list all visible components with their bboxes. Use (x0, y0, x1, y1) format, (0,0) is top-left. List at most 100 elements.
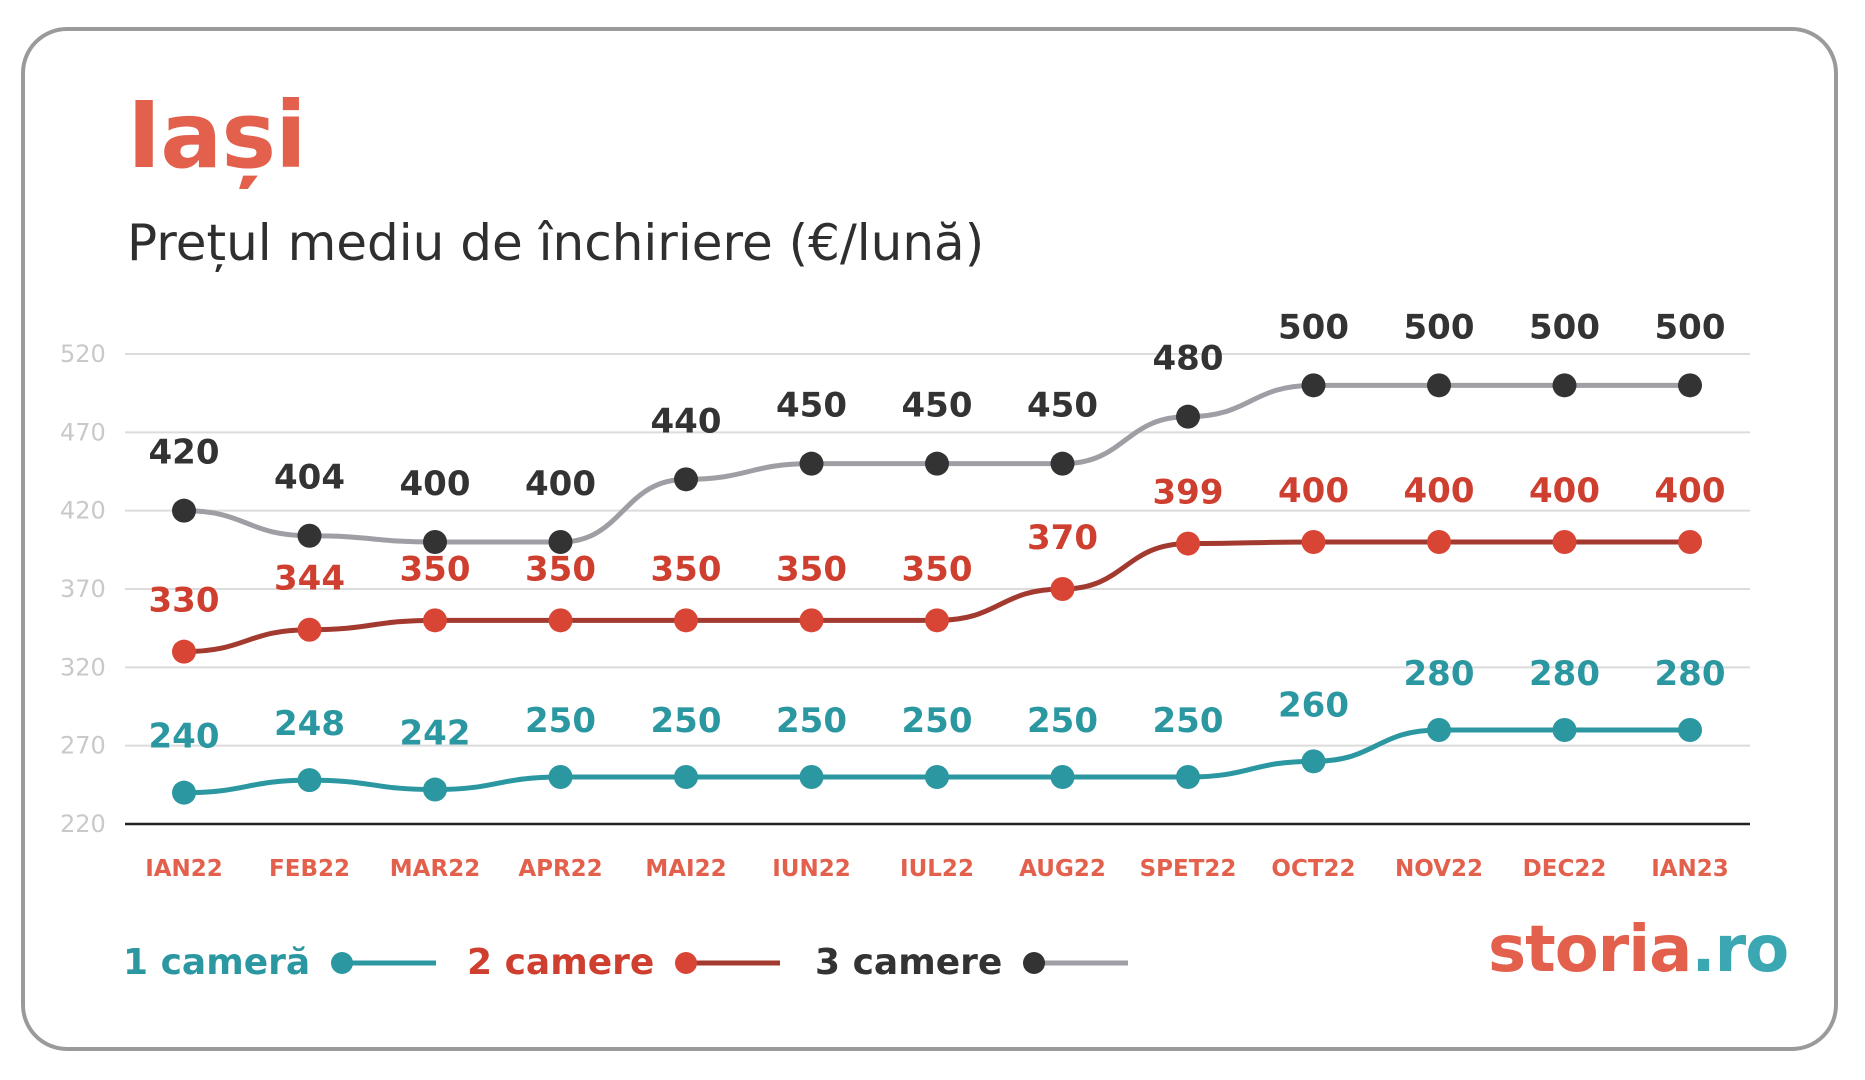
x-tick-label: APR22 (518, 856, 602, 882)
x-tick-label: SPET22 (1140, 856, 1237, 882)
legend-item-2-camere: 2 camere (467, 938, 782, 988)
data-label: 500 (1278, 307, 1349, 347)
y-tick-label: 320 (60, 653, 106, 681)
data-label: 450 (776, 386, 847, 426)
chart-title: Iași (127, 82, 307, 189)
brand-logo: storia.ro (1488, 918, 1789, 982)
data-point (297, 617, 322, 642)
data-label: 350 (776, 549, 847, 589)
data-point (1301, 530, 1326, 554)
data-point (172, 780, 196, 805)
data-point (674, 608, 698, 633)
legend-swatch (1023, 952, 1129, 974)
data-label: 344 (274, 559, 345, 599)
data-label: 450 (902, 386, 973, 426)
data-point (1050, 577, 1075, 601)
legend-label: 1 cameră (123, 942, 311, 983)
data-label: 404 (274, 458, 345, 498)
data-label: 480 (1153, 339, 1224, 379)
y-tick-label: 370 (60, 575, 106, 603)
x-tick-label: IAN23 (1651, 856, 1729, 882)
data-point (925, 608, 949, 633)
data-point (925, 451, 949, 476)
data-label: 400 (525, 464, 596, 504)
data-label: 350 (525, 549, 596, 589)
data-label: 350 (902, 549, 973, 589)
data-point (1050, 451, 1075, 476)
legend-item-3-camere: 3 camere (815, 938, 1130, 988)
data-point (799, 451, 824, 476)
data-label: 500 (1404, 307, 1475, 347)
chart-card (21, 27, 1838, 1051)
data-label: 500 (1529, 307, 1600, 347)
data-label: 250 (902, 701, 973, 741)
y-tick-label: 220 (60, 810, 106, 838)
data-point (1552, 530, 1577, 554)
data-label: 370 (1027, 518, 1098, 558)
legend-label: 3 camere (815, 942, 1003, 983)
data-point (1678, 718, 1702, 742)
data-point (674, 467, 698, 492)
data-label: 350 (400, 549, 471, 589)
data-label: 250 (776, 701, 847, 741)
data-point (1176, 404, 1200, 429)
data-label: 280 (1655, 654, 1726, 694)
data-label: 440 (651, 401, 722, 441)
data-point (548, 530, 573, 554)
x-tick-label: MAR22 (390, 856, 480, 882)
legend-swatch (675, 952, 781, 974)
data-point (423, 530, 447, 554)
data-label: 400 (1404, 471, 1475, 511)
data-point (1050, 765, 1075, 789)
brand-suffix: .ro (1691, 913, 1789, 987)
x-tick-label: AUG22 (1019, 856, 1106, 882)
data-point (1552, 373, 1577, 398)
data-point (1301, 749, 1326, 774)
data-label: 280 (1404, 654, 1475, 694)
data-point (297, 523, 322, 548)
x-tick-label: IAN22 (145, 856, 223, 882)
x-tick-label: NOV22 (1395, 856, 1483, 882)
x-tick-label: IUL22 (900, 856, 974, 882)
y-tick-label: 470 (60, 418, 106, 446)
data-label: 242 (400, 714, 471, 754)
data-label: 330 (149, 581, 220, 621)
data-point (1427, 530, 1451, 554)
y-tick-label: 520 (60, 340, 106, 368)
data-point (548, 608, 573, 633)
x-tick-label: FEB22 (269, 856, 350, 882)
data-label: 280 (1529, 654, 1600, 694)
data-label: 400 (1529, 471, 1600, 511)
data-label: 260 (1278, 685, 1349, 725)
x-tick-label: MAI22 (645, 856, 726, 882)
data-point (297, 768, 322, 793)
data-label: 240 (149, 717, 220, 757)
data-label: 250 (1153, 701, 1224, 741)
y-tick-label: 420 (60, 497, 106, 525)
legend-item-1-camera: 1 cameră (123, 938, 438, 988)
data-label: 250 (1027, 701, 1098, 741)
data-point (423, 777, 447, 802)
data-label: 400 (1655, 471, 1726, 511)
y-tick-label: 270 (60, 732, 106, 760)
data-label: 250 (651, 701, 722, 741)
data-point (172, 498, 196, 523)
data-label: 400 (1278, 471, 1349, 511)
data-point (1176, 531, 1200, 556)
data-point (1301, 373, 1326, 398)
data-point (1552, 718, 1577, 742)
data-label: 400 (400, 464, 471, 504)
data-point (1678, 530, 1702, 554)
data-point (1176, 765, 1200, 789)
legend-swatch (331, 952, 437, 974)
data-label: 399 (1153, 473, 1224, 513)
chart-subtitle: Prețul mediu de închiriere (€/lună) (127, 214, 985, 272)
x-tick-label: IUN22 (772, 856, 851, 882)
data-label: 500 (1655, 307, 1726, 347)
data-point (1427, 718, 1451, 742)
data-point (423, 608, 447, 633)
data-label: 248 (274, 704, 345, 744)
x-tick-label: DEC22 (1523, 856, 1607, 882)
x-tick-label: OCT22 (1271, 856, 1355, 882)
